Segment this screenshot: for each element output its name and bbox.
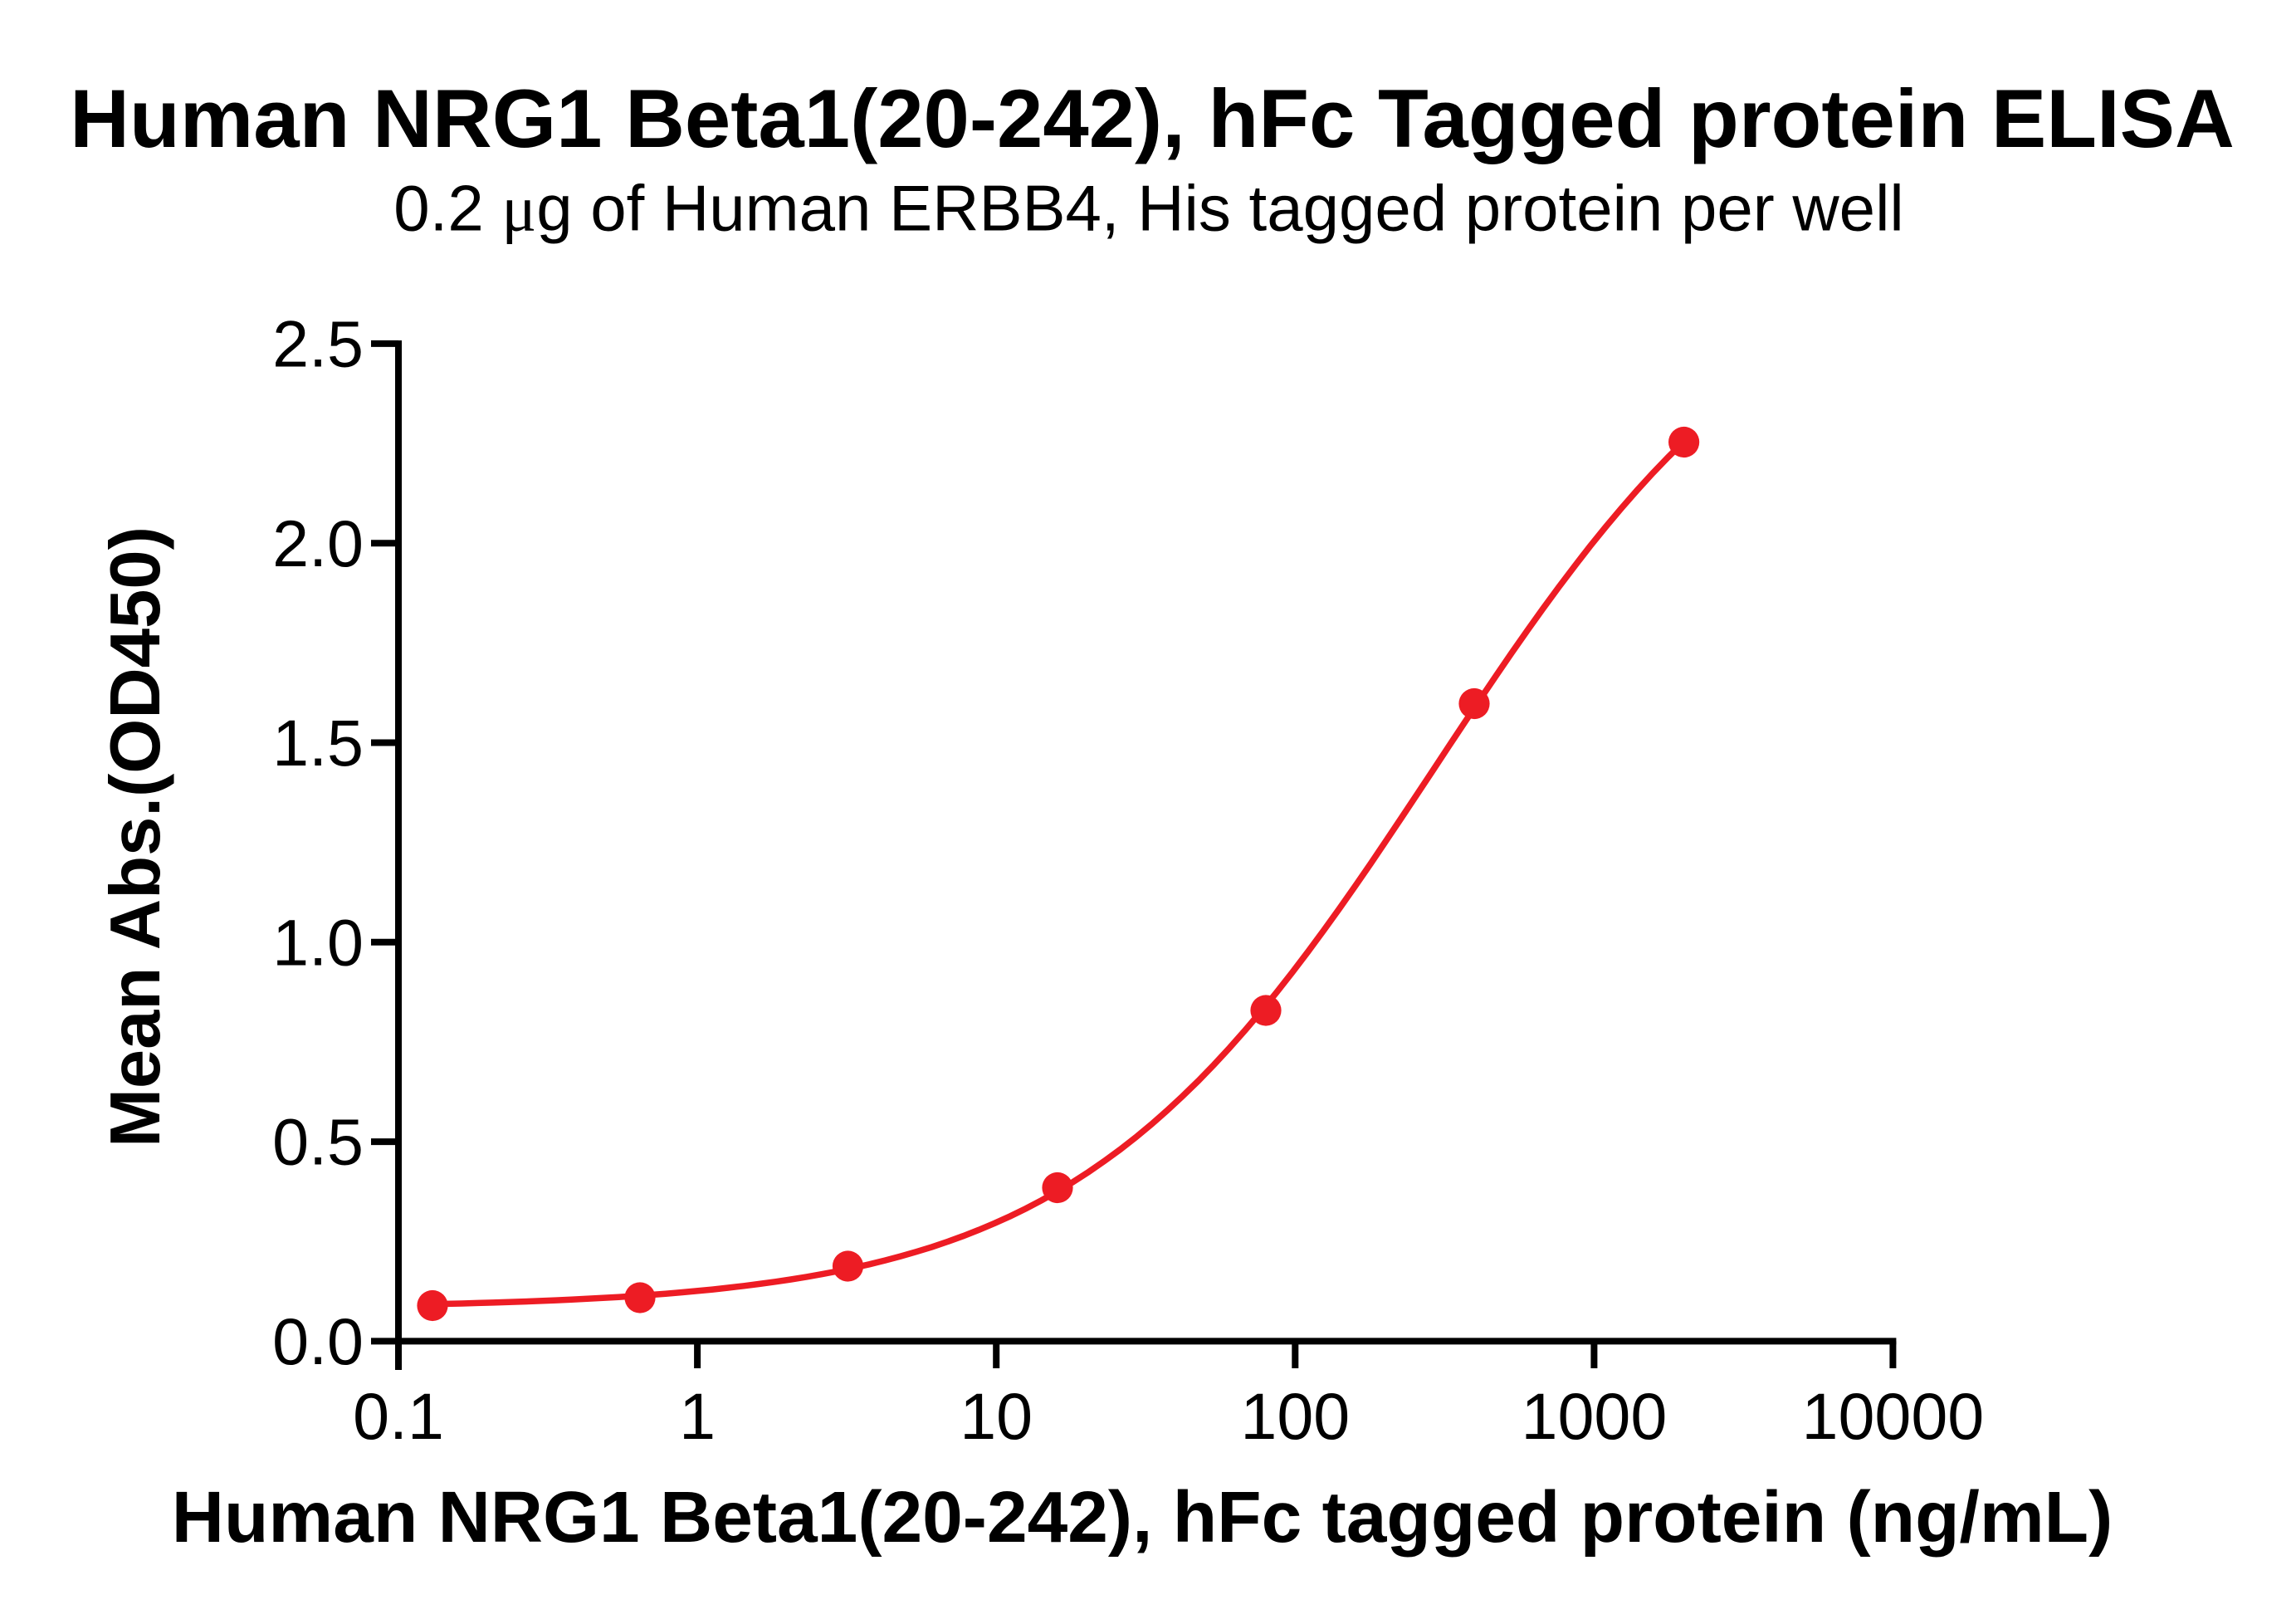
svg-text:1: 1 (679, 1379, 716, 1453)
svg-text:0.0: 0.0 (272, 1304, 364, 1378)
svg-text:0.2 μg of Human ERBB4, His tag: 0.2 μg of Human ERBB4, His tagged protei… (393, 172, 1903, 245)
svg-text:1.5: 1.5 (272, 706, 364, 780)
svg-text:2.0: 2.0 (272, 506, 364, 580)
svg-text:0.1: 0.1 (353, 1379, 444, 1453)
svg-text:Mean Abs.(OD450): Mean Abs.(OD450) (96, 526, 175, 1147)
svg-text:100: 100 (1240, 1379, 1350, 1453)
svg-text:2.5: 2.5 (272, 307, 364, 381)
svg-text:10000: 10000 (1802, 1379, 1985, 1453)
svg-text:1.0: 1.0 (272, 905, 364, 979)
svg-text:Human NRG1 Beta1(20-242), hFc: Human NRG1 Beta1(20-242), hFc Tagged pro… (70, 73, 2235, 165)
svg-text:0.5: 0.5 (272, 1105, 364, 1179)
svg-text:10: 10 (960, 1379, 1033, 1453)
svg-text:1000: 1000 (1522, 1379, 1668, 1453)
svg-text:Human NRG1 Beta1(20-242), hFc: Human NRG1 Beta1(20-242), hFc tagged pro… (172, 1476, 2113, 1558)
